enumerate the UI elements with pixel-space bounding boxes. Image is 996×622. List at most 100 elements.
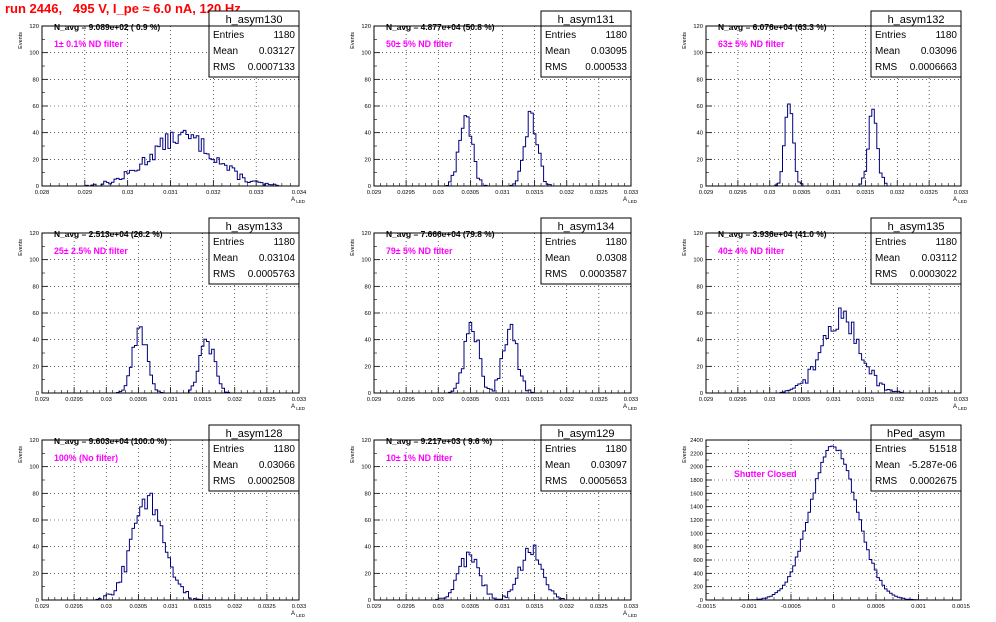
- y-tick-label: 120: [693, 231, 703, 237]
- histogram-title: h_asym132: [888, 14, 945, 26]
- x-tick-label: 0.029: [78, 190, 93, 196]
- y-tick-label: 80: [365, 284, 371, 290]
- stats-label-mean: Mean: [213, 253, 238, 264]
- y-tick-label: 40: [33, 131, 39, 137]
- stats-label-mean: Mean: [875, 46, 900, 57]
- y-tick-label: 100: [29, 51, 39, 57]
- y-tick-label: 60: [365, 104, 371, 110]
- filter-note: 25± 2.5% ND filter: [54, 246, 128, 256]
- x-tick-label: 0.033: [954, 397, 969, 403]
- histogram-title: h_asym133: [226, 221, 283, 233]
- histogram-title: h_asym134: [558, 221, 615, 233]
- y-tick-label: 120: [361, 438, 371, 444]
- filter-note: Shutter Closed: [734, 469, 797, 479]
- navg-label: N_avg = 4.877e+04 (50.8 %): [386, 22, 495, 32]
- x-axis-title: A LED: [623, 197, 638, 204]
- y-tick-label: 0: [36, 184, 39, 190]
- y-tick-label: 100: [693, 51, 703, 57]
- stats-value-rms: 0.0005653: [580, 476, 628, 487]
- x-axis-title: A LED: [291, 404, 306, 411]
- stats-value-rms: 0.0002508: [248, 476, 296, 487]
- x-tick-label: 0.0305: [130, 604, 148, 610]
- x-tick-label: 0.029: [367, 190, 382, 196]
- histogram-panel-h_asym129: 0.029 0.0295 0.03 0.0305 0.031 0.0315 0.032 0.0…: [350, 424, 638, 618]
- histogram-panel-h_asym132: 0.029 0.0295 0.03 0.0305 0.031 0.0315 0.032 0.0…: [682, 10, 969, 204]
- navg-label: N_avg = 6.076e+04 (63.3 %): [718, 22, 827, 32]
- x-tick-label: 0.03: [433, 604, 444, 610]
- x-tick-label: 0.033: [249, 190, 264, 196]
- stats-label-rms: RMS: [545, 476, 568, 487]
- y-tick-label: 20: [33, 571, 39, 577]
- x-tick-label: 0.029: [699, 190, 714, 196]
- y-tick-label: 1600: [690, 491, 703, 497]
- y-tick-label: 80: [697, 284, 703, 290]
- x-tick-label: 0.0295: [397, 190, 415, 196]
- histogram-panel-h_asym131: 0.029 0.0295 0.03 0.0305 0.031 0.0315 0.032 0.0…: [350, 10, 639, 204]
- y-tick-label: 2400: [690, 438, 703, 444]
- y-axis-title: Events: [18, 239, 24, 256]
- y-axis-title: Events: [350, 32, 356, 49]
- stats-value-rms: 0.000533: [585, 62, 627, 73]
- stats-value-entries: 51518: [929, 444, 957, 455]
- x-tick-label: 0.029: [367, 604, 382, 610]
- stats-label-entries: Entries: [875, 444, 906, 455]
- x-tick-label: 0.033: [624, 190, 639, 196]
- x-tick-label: 0.0295: [397, 397, 415, 403]
- stats-label-rms: RMS: [545, 269, 568, 280]
- y-tick-label: 0: [36, 391, 39, 397]
- y-tick-label: 120: [693, 24, 703, 30]
- x-tick-label: 0.031: [163, 190, 178, 196]
- y-tick-label: 20: [33, 157, 39, 163]
- x-tick-label: 0.03: [764, 190, 775, 196]
- y-tick-label: 80: [33, 491, 39, 497]
- y-tick-label: 100: [361, 51, 371, 57]
- stats-box: [540, 424, 632, 492]
- stats-value-mean: 0.03096: [921, 46, 958, 57]
- stats-label-entries: Entries: [545, 30, 576, 41]
- x-tick-label: 0.0005: [867, 604, 885, 610]
- stats-value-rms: 0.0002675: [910, 476, 958, 487]
- y-tick-label: 100: [29, 465, 39, 471]
- x-tick-label: 0.03: [122, 190, 133, 196]
- y-tick-label: 80: [33, 284, 39, 290]
- histogram-panel-h_asym134: 0.029 0.0295 0.03 0.0305 0.031 0.0315 0.032 0.0…: [350, 217, 639, 411]
- x-tick-label: 0.0295: [65, 397, 83, 403]
- stats-value-mean: 0.0308: [596, 253, 627, 264]
- x-tick-label: 0.033: [954, 190, 969, 196]
- stats-label-rms: RMS: [875, 476, 898, 487]
- filter-note: 79± 5% ND filter: [386, 246, 453, 256]
- stats-value-mean: -5.287e-06: [909, 460, 958, 471]
- y-axis-title: Events: [682, 446, 688, 463]
- x-tick-label: 0.033: [624, 397, 639, 403]
- stats-box: [540, 10, 632, 78]
- stats-label-mean: Mean: [545, 253, 570, 264]
- x-tick-label: 0.029: [35, 397, 50, 403]
- stats-value-mean: 0.03127: [259, 46, 296, 57]
- stats-value-rms: 0.0005763: [248, 269, 296, 280]
- y-tick-label: 60: [33, 518, 39, 524]
- x-tick-label: 0.034: [292, 190, 307, 196]
- y-tick-label: 100: [693, 258, 703, 264]
- stats-label-entries: Entries: [213, 444, 244, 455]
- x-tick-label: 0.032: [559, 397, 574, 403]
- x-tick-label: 0.0325: [920, 397, 938, 403]
- stats-label-mean: Mean: [213, 46, 238, 57]
- stats-box: [870, 424, 962, 492]
- stats-label-mean: Mean: [545, 460, 570, 471]
- x-tick-label: 0.033: [292, 397, 307, 403]
- x-tick-label: 0.0305: [793, 397, 811, 403]
- y-tick-label: 80: [33, 77, 39, 83]
- x-tick-label: 0.0305: [793, 190, 811, 196]
- y-tick-label: 200: [693, 585, 703, 591]
- x-tick-label: 0.0295: [65, 604, 83, 610]
- y-tick-label: 0: [368, 598, 371, 604]
- x-tick-label: 0.032: [559, 190, 574, 196]
- y-axis-title: Events: [350, 446, 356, 463]
- x-tick-label: 0.0295: [729, 190, 747, 196]
- histogram-panel-h_asym135: 0.029 0.0295 0.03 0.0305 0.031 0.0315 0.032 0.0…: [682, 217, 969, 411]
- stats-box: [208, 424, 300, 492]
- histogram-title: h_asym131: [558, 14, 615, 26]
- x-tick-label: 0.0325: [920, 190, 938, 196]
- y-tick-label: 20: [33, 364, 39, 370]
